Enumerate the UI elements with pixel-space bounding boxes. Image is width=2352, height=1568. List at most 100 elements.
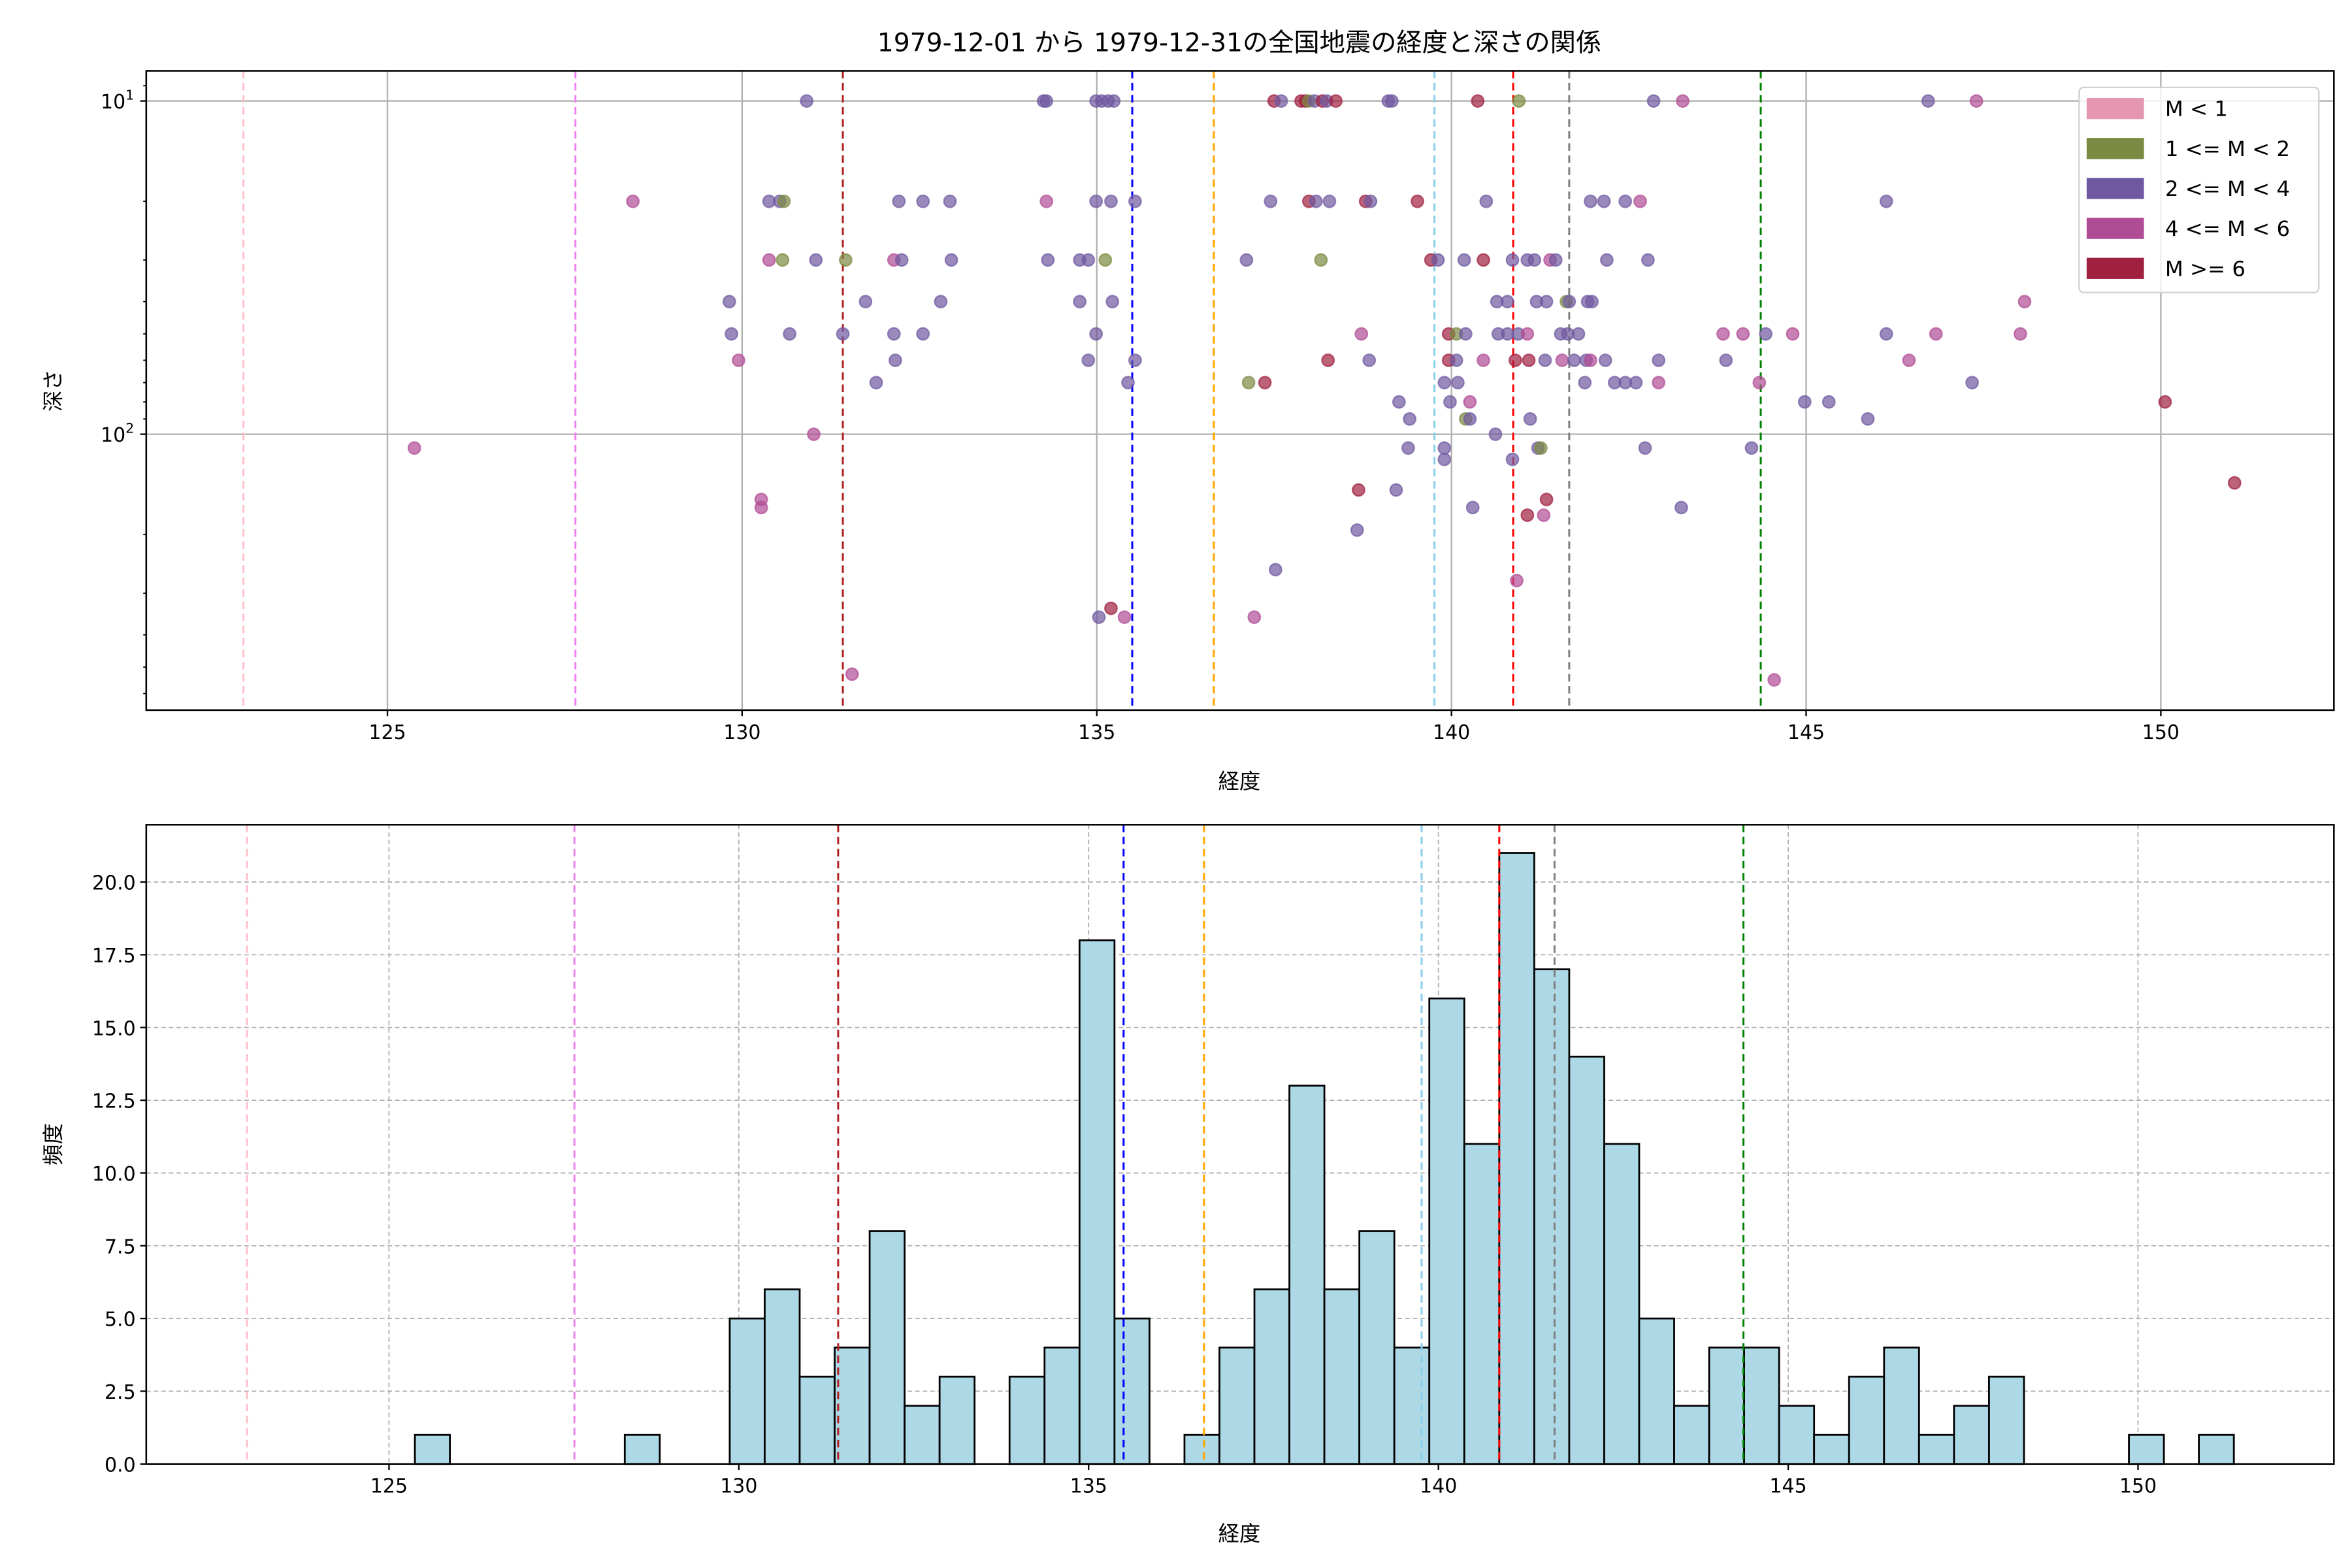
data-point	[1786, 327, 1800, 341]
data-point	[1081, 353, 1096, 367]
data-point	[839, 253, 853, 267]
data-point	[1600, 253, 1614, 267]
data-point	[809, 253, 823, 267]
data-point	[1767, 673, 1782, 687]
data-point	[807, 427, 821, 441]
data-point	[1638, 441, 1652, 455]
histogram-bar	[938, 1375, 976, 1465]
data-point	[1929, 327, 1943, 341]
data-point	[1488, 427, 1503, 441]
data-point	[2158, 395, 2172, 409]
data-point	[1537, 508, 1551, 522]
data-point	[1716, 327, 1730, 341]
histogram-bar	[834, 1347, 871, 1465]
data-point	[1879, 327, 1893, 341]
histogram-bar	[414, 1433, 451, 1465]
data-point	[1354, 327, 1369, 341]
data-point	[1463, 412, 1477, 426]
data-point	[1508, 353, 1522, 367]
data-point	[1268, 563, 1282, 577]
data-point	[1364, 194, 1378, 208]
legend-swatch	[2086, 257, 2144, 279]
legend-label: M < 1	[2165, 97, 2228, 122]
data-point	[1104, 601, 1118, 615]
y-tick-label: 5.0	[105, 1309, 136, 1331]
histogram-xlabel: 経度	[1218, 1521, 1261, 1546]
data-point	[1104, 194, 1118, 208]
data-point	[732, 353, 745, 367]
x-tick-label: 150	[2119, 1475, 2157, 1498]
data-point	[407, 441, 421, 455]
data-point	[1736, 327, 1750, 341]
data-point	[626, 194, 640, 208]
data-point	[1538, 353, 1552, 367]
data-point	[1861, 412, 1875, 426]
data-point	[1039, 194, 1054, 208]
data-point	[1274, 94, 1288, 108]
histogram-bar	[1078, 939, 1116, 1465]
data-point	[1073, 295, 1087, 309]
data-point	[2227, 476, 2242, 490]
data-point	[1350, 523, 1364, 537]
histogram-bar	[2128, 1433, 2165, 1465]
data-point	[1512, 94, 1526, 108]
y-tick-label: 17.5	[92, 945, 136, 968]
x-tick-label: 130	[720, 1475, 757, 1498]
data-point	[1520, 327, 1535, 341]
histogram-bar	[2198, 1433, 2235, 1465]
data-point	[1646, 94, 1661, 108]
data-point	[1744, 441, 1759, 455]
data-point	[783, 327, 797, 341]
x-tick-label: 145	[1788, 721, 1825, 744]
histogram-bar	[1428, 997, 1465, 1465]
legend-label: 4 <= M < 6	[2165, 216, 2290, 241]
data-point	[1264, 194, 1278, 208]
data-point	[1618, 194, 1633, 208]
histogram-bar	[1463, 1143, 1501, 1465]
data-point	[1505, 253, 1520, 267]
data-point	[1437, 452, 1452, 466]
histogram-bar	[1218, 1347, 1256, 1465]
histogram-bar	[1743, 1347, 1780, 1465]
data-point	[2014, 327, 2027, 341]
y-tick-label: 2.5	[105, 1381, 136, 1404]
data-point	[836, 327, 850, 341]
data-point	[1584, 194, 1597, 208]
legend-swatch	[2086, 138, 2144, 159]
data-point	[1652, 376, 1666, 389]
x-tick-label: 140	[1420, 1475, 1457, 1498]
x-tick-label: 125	[368, 721, 406, 744]
data-point	[1902, 353, 1916, 367]
histogram-bar	[1358, 1230, 1396, 1465]
histogram-panel: 125 130 135 140 145 150 0.0 2.5 5.0 7.5 10.0 12.5 15…	[92, 824, 2335, 1498]
data-point	[1719, 353, 1733, 367]
data-point	[1585, 295, 1599, 309]
y-tick-label: 15.0	[92, 1017, 136, 1040]
scatter-xlabel: 経度	[1218, 769, 1261, 794]
data-point	[1322, 194, 1337, 208]
x-tick-label: 145	[1769, 1475, 1806, 1498]
histogram-bar	[1988, 1375, 2025, 1465]
histogram-bar	[1253, 1288, 1290, 1465]
data-point	[1089, 194, 1103, 208]
data-point	[1471, 94, 1485, 108]
histogram-bar	[1568, 1055, 1605, 1465]
data-point	[1633, 194, 1647, 208]
data-point	[1578, 376, 1592, 389]
histogram-bar	[1673, 1405, 1710, 1465]
histogram-bar	[1953, 1405, 1990, 1465]
data-point	[1309, 194, 1323, 208]
data-point	[1352, 483, 1365, 497]
data-point	[1548, 253, 1563, 267]
y-tick-label: 10.0	[92, 1163, 136, 1186]
histogram-bar	[868, 1230, 906, 1465]
data-point	[916, 327, 930, 341]
data-point	[1752, 376, 1767, 389]
x-tick-label: 125	[370, 1475, 408, 1498]
data-point	[1562, 295, 1576, 309]
data-point	[1392, 395, 1406, 409]
data-point	[1477, 253, 1490, 267]
data-point	[845, 667, 859, 681]
data-point	[1479, 194, 1494, 208]
data-point	[1385, 94, 1399, 108]
